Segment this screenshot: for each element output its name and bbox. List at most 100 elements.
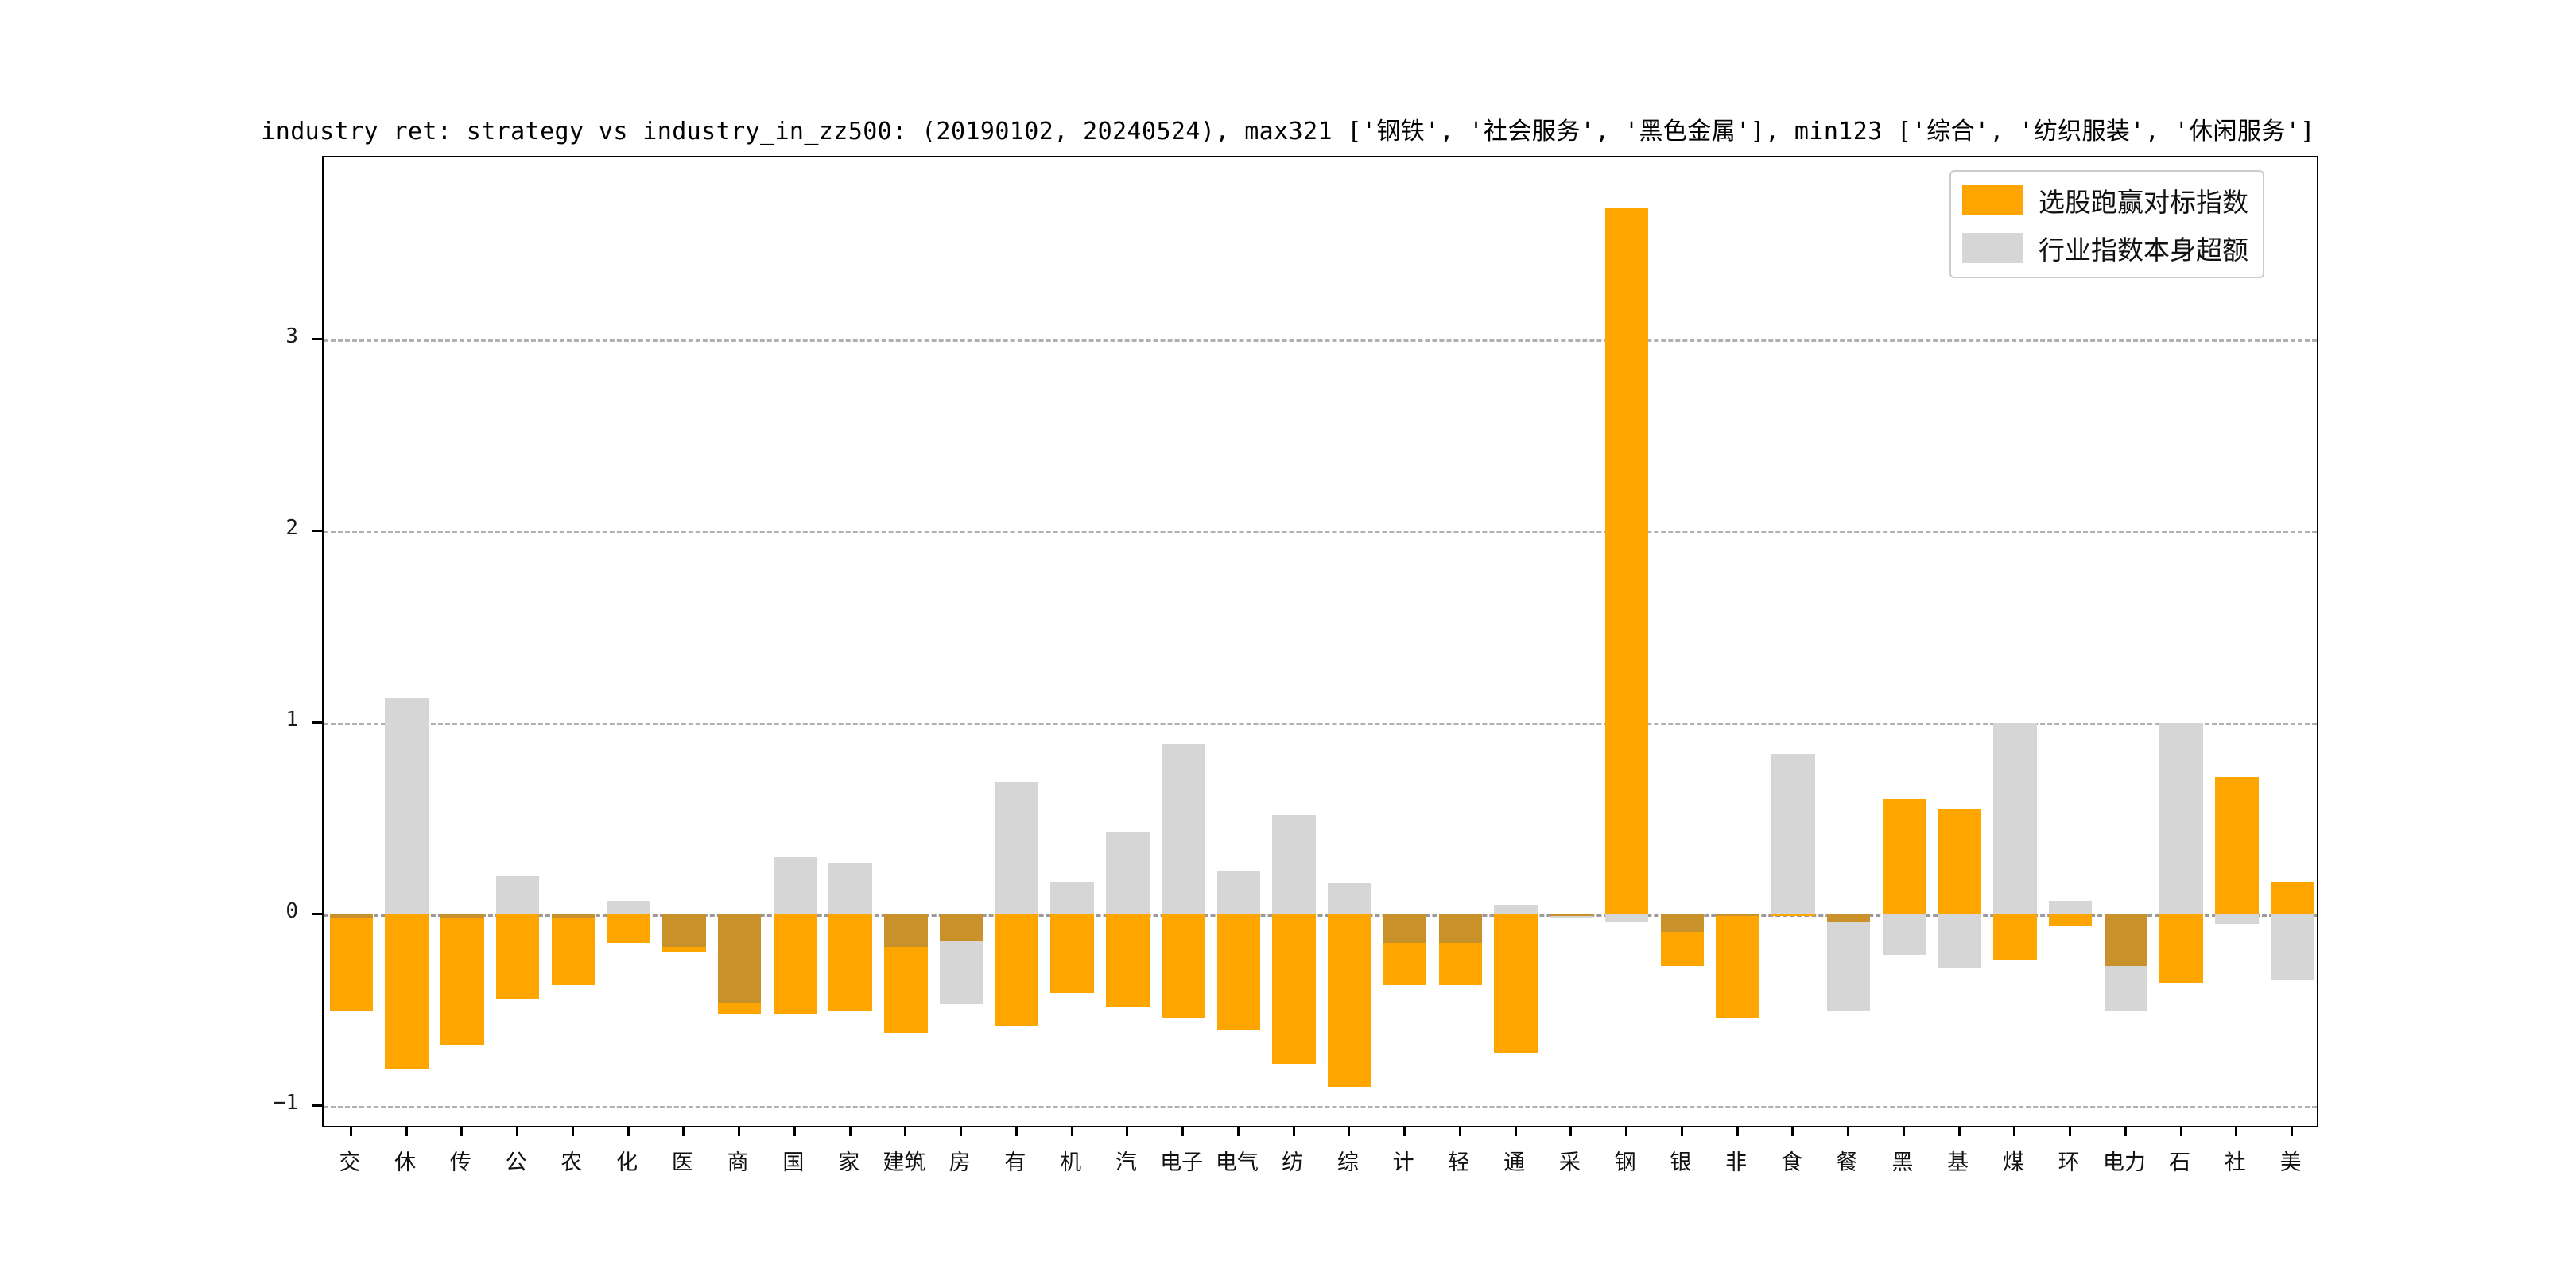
xtick-label-煤: 煤 [2002, 1150, 2024, 1175]
bar-gray-综 [1328, 883, 1371, 915]
bar-overlap-餐 [1826, 914, 1871, 922]
bar-overlap-房 [939, 914, 983, 941]
xtick-mark-餐 [1847, 1127, 1850, 1136]
xtick-label-电气: 电气 [1215, 1150, 1259, 1175]
xtick-mark-石 [2179, 1127, 2182, 1136]
xtick-mark-建筑 [904, 1127, 907, 1136]
xtick-mark-公 [516, 1127, 519, 1136]
xtick-label-公: 公 [505, 1150, 527, 1175]
xtick-mark-国 [793, 1127, 796, 1136]
xtick-label-建筑: 建筑 [883, 1150, 926, 1175]
bar-orange-环 [2048, 914, 2093, 926]
bar-orange-煤 [1993, 914, 2037, 960]
bar-overlap-传 [440, 914, 484, 918]
xtick-mark-电力 [2124, 1127, 2127, 1136]
xtick-label-通: 通 [1503, 1150, 1526, 1175]
bar-orange-汽 [1106, 914, 1150, 1007]
bar-gray-煤 [1993, 723, 2037, 915]
bar-orange-农 [551, 914, 596, 986]
bar-overlap-计 [1383, 914, 1427, 944]
xtick-label-家: 家 [838, 1150, 860, 1175]
bar-orange-基 [1938, 809, 1981, 915]
bar-overlap-采 [1550, 914, 1593, 917]
legend-label-industry: 行业指数本身超额 [2039, 235, 2248, 266]
xtick-label-房: 房 [949, 1150, 971, 1175]
xtick-mark-通 [1514, 1127, 1517, 1136]
bar-gray-电子 [1161, 743, 1205, 915]
bar-overlap-非 [1716, 914, 1759, 917]
bar-orange-食 [1771, 914, 1815, 917]
xtick-mark-化 [627, 1127, 630, 1136]
xtick-mark-传 [460, 1127, 464, 1136]
bar-orange-石 [2159, 914, 2203, 983]
chart-legend: 选股跑赢对标指数 行业指数本身超额 [1949, 170, 2264, 278]
bar-gray-采 [1550, 914, 1593, 918]
bar-gray-通 [1494, 905, 1538, 915]
ytick-label-1: 1 [285, 708, 298, 732]
xtick-mark-休 [405, 1127, 408, 1136]
xtick-label-电子: 电子 [1160, 1150, 1204, 1175]
xtick-label-农: 农 [561, 1150, 583, 1175]
bar-orange-美 [2270, 882, 2314, 915]
gridline--1 [324, 1106, 2317, 1109]
bar-orange-钢 [1604, 207, 1649, 915]
xtick-mark-电气 [1236, 1127, 1240, 1136]
xtick-mark-黑 [1902, 1127, 1905, 1136]
bar-orange-交 [329, 914, 374, 1011]
xtick-mark-计 [1403, 1127, 1406, 1136]
bar-orange-机 [1050, 914, 1094, 993]
bar-orange-家 [828, 914, 872, 1011]
ytick-mark-3 [312, 337, 322, 340]
ytick-label-0: 0 [285, 899, 298, 924]
bar-orange-非 [1716, 914, 1759, 1018]
bar-gray-黑 [1882, 914, 1926, 955]
xtick-mark-家 [848, 1127, 852, 1136]
xtick-mark-汽 [1126, 1127, 1129, 1136]
xtick-mark-农 [571, 1127, 574, 1136]
xtick-mark-纺 [1292, 1127, 1295, 1136]
xtick-mark-医 [682, 1127, 685, 1136]
bar-gray-国 [773, 856, 817, 915]
ytick-mark-1 [312, 721, 322, 724]
bar-gray-社 [2215, 914, 2259, 925]
xtick-mark-有 [1014, 1127, 1018, 1136]
xtick-label-轻: 轻 [1448, 1150, 1470, 1175]
xtick-label-传: 传 [449, 1150, 471, 1175]
bar-orange-有 [995, 914, 1039, 1026]
bar-overlap-轻 [1438, 914, 1483, 944]
xtick-label-纺: 纺 [1282, 1150, 1304, 1175]
ytick-label--1: −1 [273, 1091, 298, 1115]
bar-overlap-银 [1660, 914, 1705, 932]
gridline-1 [324, 723, 2317, 726]
xtick-label-非: 非 [1725, 1150, 1748, 1175]
bar-orange-化 [607, 914, 650, 944]
bar-overlap-农 [551, 914, 596, 918]
bar-orange-纺 [1272, 914, 1316, 1065]
bar-orange-电气 [1216, 914, 1261, 1030]
xtick-mark-美 [2291, 1127, 2294, 1136]
xtick-label-综: 综 [1336, 1150, 1359, 1175]
xtick-label-休: 休 [394, 1150, 417, 1175]
xtick-mark-采 [1569, 1127, 1573, 1136]
gridline-2 [324, 531, 2317, 533]
xtick-label-钢: 钢 [1614, 1150, 1636, 1175]
ytick-label-2: 2 [285, 516, 298, 540]
xtick-label-采: 采 [1558, 1150, 1581, 1175]
xtick-label-国: 国 [782, 1150, 805, 1175]
legend-swatch-orange [1962, 185, 2023, 215]
xtick-label-餐: 餐 [1836, 1150, 1858, 1175]
legend-label-strategy: 选股跑赢对标指数 [2039, 187, 2248, 218]
xtick-mark-综 [1348, 1127, 1351, 1136]
xtick-label-交: 交 [339, 1150, 361, 1175]
bar-gray-机 [1050, 882, 1094, 915]
xtick-mark-银 [1680, 1127, 1683, 1136]
bar-overlap-商 [717, 914, 762, 1003]
bar-gray-电气 [1216, 870, 1261, 915]
xtick-label-商: 商 [727, 1150, 749, 1175]
chart-title: industry ret: strategy vs industry_in_zz… [261, 118, 2315, 145]
xtick-mark-交 [349, 1127, 352, 1136]
plot-inner [324, 157, 2317, 1126]
xtick-label-环: 环 [2058, 1150, 2080, 1175]
bar-orange-社 [2215, 776, 2259, 915]
